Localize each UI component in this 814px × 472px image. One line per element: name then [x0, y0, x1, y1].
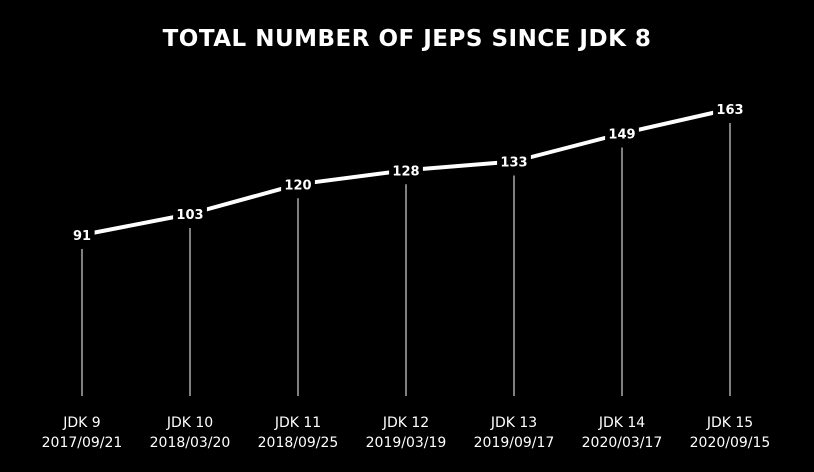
category-date-5: 2019/09/17: [474, 435, 555, 451]
data-labels: 91 103 120 128 133 149 163: [69, 99, 747, 245]
category-label-7: JDK 15: [706, 415, 753, 431]
data-label-7: 163: [716, 103, 743, 118]
data-label-1: 91: [73, 229, 91, 244]
category-label-6: JDK 14: [598, 415, 645, 431]
data-label-bg-7: [713, 99, 747, 119]
data-label-5: 133: [500, 156, 527, 171]
category-date-7: 2020/09/15: [690, 435, 771, 451]
category-label-5: JDK 13: [490, 415, 537, 431]
category-date-6: 2020/03/17: [582, 435, 663, 451]
data-label-bg-2: [173, 204, 207, 224]
data-label-4: 128: [392, 164, 419, 179]
data-label-6: 149: [608, 128, 635, 143]
category-date-2: 2018/03/20: [150, 435, 231, 451]
category-labels: JDK 9 2017/09/21 JDK 10 2018/03/20 JDK 11 201…: [42, 415, 771, 451]
data-label-bg-3: [281, 174, 315, 195]
data-label-2: 103: [176, 208, 203, 223]
data-label-bg-4: [389, 160, 423, 181]
category-date-4: 2019/03/19: [366, 435, 447, 451]
category-label-3: JDK 11: [274, 415, 321, 431]
category-date-1: 2017/09/21: [42, 435, 123, 451]
data-label-3: 120: [284, 178, 311, 193]
category-label-2: JDK 10: [166, 415, 213, 431]
category-date-3: 2018/09/25: [258, 435, 339, 451]
data-label-bg-5: [497, 151, 531, 172]
drop-lines: [81, 123, 731, 396]
chart-title: TOTAL NUMBER OF JEPS SINCE JDK 8: [163, 26, 652, 52]
category-label-1: JDK 9: [62, 415, 100, 431]
category-label-4: JDK 12: [382, 415, 429, 431]
data-label-bg-1: [69, 225, 95, 245]
data-label-bg-6: [605, 123, 639, 144]
